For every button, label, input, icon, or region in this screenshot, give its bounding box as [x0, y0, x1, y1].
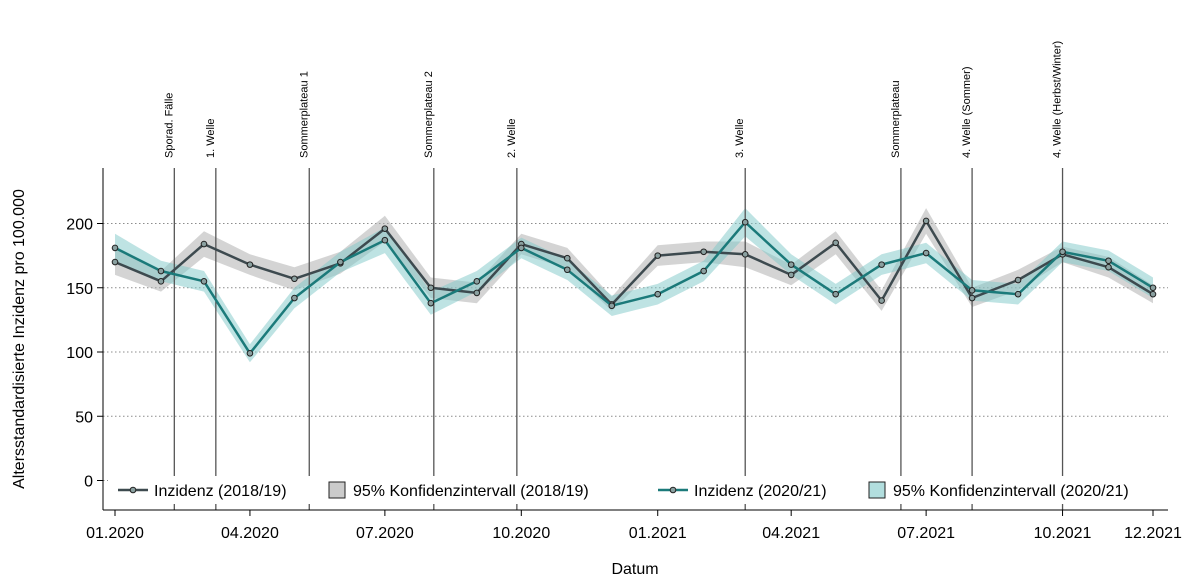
data-point	[878, 261, 885, 268]
data-point	[741, 218, 749, 226]
data-point	[878, 297, 885, 304]
y-tick-label: 150	[66, 281, 93, 298]
data-point	[787, 271, 795, 279]
legend-entry-label: 95% Konfidenzintervall (2020/21)	[893, 483, 1129, 500]
data-point	[157, 267, 165, 275]
data-point	[111, 258, 119, 266]
data-point	[427, 284, 435, 292]
data-point	[608, 302, 616, 310]
confidence-bands	[115, 208, 1153, 363]
x-axis-title: Datum	[611, 561, 658, 578]
data-point	[381, 236, 389, 244]
data-point	[563, 254, 571, 262]
data-point	[157, 278, 165, 285]
data-point	[700, 248, 707, 256]
legend-entry-label: 95% Konfidenzintervall (2018/19)	[353, 483, 589, 500]
series-line-1	[114, 219, 1154, 306]
data-point	[200, 278, 208, 285]
series-line-2	[114, 220, 1154, 355]
legend-band-swatch	[868, 481, 886, 499]
data-point	[1105, 257, 1112, 265]
x-tick-label: 10.2020	[492, 525, 550, 542]
legend-entry-label: Inzidenz (2018/19)	[154, 483, 287, 500]
x-tick-label: 04.2021	[762, 525, 820, 542]
data-point	[200, 240, 208, 248]
phase-annotations: Sporad. Fälle 1. Welle Sommerplateau 1 Somm…	[163, 41, 1064, 510]
data-point	[922, 249, 930, 257]
data-point	[246, 349, 254, 357]
data-point	[1149, 284, 1157, 292]
data-point	[1149, 290, 1157, 298]
series-lines	[111, 217, 1157, 357]
y-axis-title: Altersstandardisierte Inzidenz pro 100.0…	[11, 189, 28, 489]
phase-marker-label: 4. Welle (Sommer)	[961, 67, 973, 158]
data-point	[563, 266, 571, 274]
data-point	[787, 261, 795, 268]
data-point	[337, 258, 344, 266]
x-tick-label: 01.2021	[629, 525, 687, 542]
legend: Inzidenz (2018/19) 95% Konfidenzintervall…	[108, 476, 1168, 504]
phase-marker-label: Sommerplateau	[890, 80, 902, 158]
data-point	[1014, 290, 1022, 298]
x-tick-label: 07.2020	[356, 525, 414, 542]
data-point	[473, 278, 481, 285]
x-tick-label: 07.2021	[897, 525, 955, 542]
phase-marker-label: 2. Welle	[506, 118, 518, 158]
phase-marker-label: 1. Welle	[205, 118, 217, 158]
legend-entry-label: Inzidenz (2020/21)	[694, 483, 827, 500]
data-point	[741, 251, 749, 258]
phase-marker-label: Sporad. Fälle	[163, 93, 175, 158]
data-point	[246, 261, 254, 268]
data-point	[1014, 276, 1022, 284]
data-point	[922, 217, 930, 225]
data-point	[1059, 248, 1066, 256]
x-tick-label: 04.2020	[221, 525, 279, 542]
y-tick-label: 50	[75, 409, 93, 426]
phase-marker-label: Sommerplateau 2	[423, 71, 435, 158]
phase-marker-label: 4. Welle (Herbst/Winter)	[1052, 41, 1064, 158]
data-point	[291, 275, 298, 283]
data-point	[654, 290, 662, 298]
x-tick-label: 12.2021	[1124, 525, 1182, 542]
data-point	[473, 289, 481, 297]
x-tick-label: 10.2021	[1034, 525, 1092, 542]
y-tick-label: 100	[66, 345, 93, 362]
data-point	[968, 287, 976, 294]
data-point	[381, 225, 389, 232]
phase-marker-label: Sommerplateau 1	[298, 71, 310, 158]
data-point	[832, 290, 839, 298]
data-point	[291, 294, 298, 302]
phase-marker-label: 3. Welle	[734, 118, 746, 158]
data-point	[968, 294, 976, 302]
data-point	[1105, 263, 1112, 271]
data-point	[427, 299, 435, 307]
axes: 0 50 100 150 200 01.2020 04.2020 07.2020 10.2020…	[66, 168, 1182, 542]
x-tick-label: 01.2020	[86, 525, 144, 542]
legend-background	[108, 476, 1168, 504]
data-point	[700, 267, 707, 275]
y-tick-label: 0	[84, 474, 93, 491]
data-point	[518, 244, 525, 252]
data-point	[111, 244, 119, 252]
data-point	[832, 239, 839, 247]
legend-marker	[669, 486, 677, 494]
legend-band-swatch	[328, 481, 346, 499]
data-point	[654, 252, 662, 259]
legend-marker	[129, 486, 137, 494]
y-tick-label: 200	[66, 217, 93, 234]
